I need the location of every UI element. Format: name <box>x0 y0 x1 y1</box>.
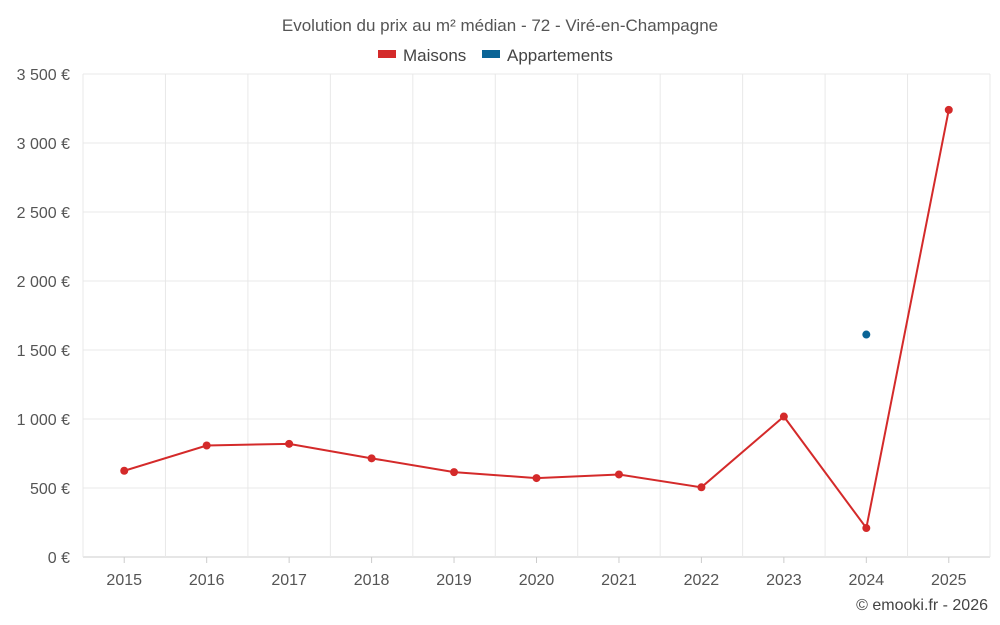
data-point-maisons[interactable] <box>944 105 953 114</box>
y-tick-label: 0 € <box>48 550 70 567</box>
data-point-maisons[interactable] <box>120 466 129 475</box>
legend-label-appartements: Appartements <box>507 46 613 65</box>
y-tick-label: 500 € <box>30 481 70 498</box>
x-axis-ticks: 2015 2016 2017 2018 2019 2020 2021 2022 2023 2024… <box>106 557 967 589</box>
legend-item-appartements[interactable]: Appartements <box>482 46 613 65</box>
legend-swatch-maisons <box>378 50 396 58</box>
x-tick-label: 2017 <box>271 572 307 589</box>
y-tick-label: 2 500 € <box>17 205 70 222</box>
y-axis-ticks: 0 € 500 € 1 000 € 1 500 € 2 000 € 2 500 € 3 00… <box>17 67 70 567</box>
chart-title: Evolution du prix au m² médian - 72 - Vi… <box>282 16 718 35</box>
y-tick-label: 3 000 € <box>17 136 70 153</box>
data-point-maisons[interactable] <box>862 524 871 533</box>
data-point-maisons[interactable] <box>285 439 294 448</box>
y-tick-label: 1 000 € <box>17 412 70 429</box>
x-tick-label: 2018 <box>354 572 390 589</box>
x-tick-label: 2015 <box>106 572 142 589</box>
x-tick-label: 2019 <box>436 572 472 589</box>
x-tick-label: 2016 <box>189 572 225 589</box>
series <box>120 105 953 533</box>
data-point-maisons[interactable] <box>532 474 541 483</box>
data-point-maisons[interactable] <box>450 468 459 477</box>
grid <box>82 73 991 558</box>
y-tick-label: 2 000 € <box>17 274 70 291</box>
legend-swatch-appartements <box>482 50 500 58</box>
data-point-maisons[interactable] <box>367 454 376 463</box>
legend-item-maisons[interactable]: Maisons <box>378 46 466 65</box>
x-tick-label: 2020 <box>519 572 555 589</box>
y-tick-label: 1 500 € <box>17 343 70 360</box>
data-point-maisons[interactable] <box>697 483 706 492</box>
data-point-maisons[interactable] <box>614 470 623 479</box>
y-tick-label: 3 500 € <box>17 67 70 84</box>
x-tick-label: 2025 <box>931 572 967 589</box>
legend-label-maisons: Maisons <box>403 46 466 65</box>
data-point-maisons[interactable] <box>779 412 788 421</box>
data-point-maisons[interactable] <box>202 441 211 450</box>
x-tick-label: 2024 <box>849 572 885 589</box>
x-tick-label: 2022 <box>684 572 720 589</box>
x-tick-label: 2021 <box>601 572 637 589</box>
data-point-appartements[interactable] <box>862 330 871 339</box>
credit: © emooki.fr - 2026 <box>856 597 988 614</box>
legend: Maisons Appartements <box>378 46 613 65</box>
x-tick-label: 2023 <box>766 572 802 589</box>
